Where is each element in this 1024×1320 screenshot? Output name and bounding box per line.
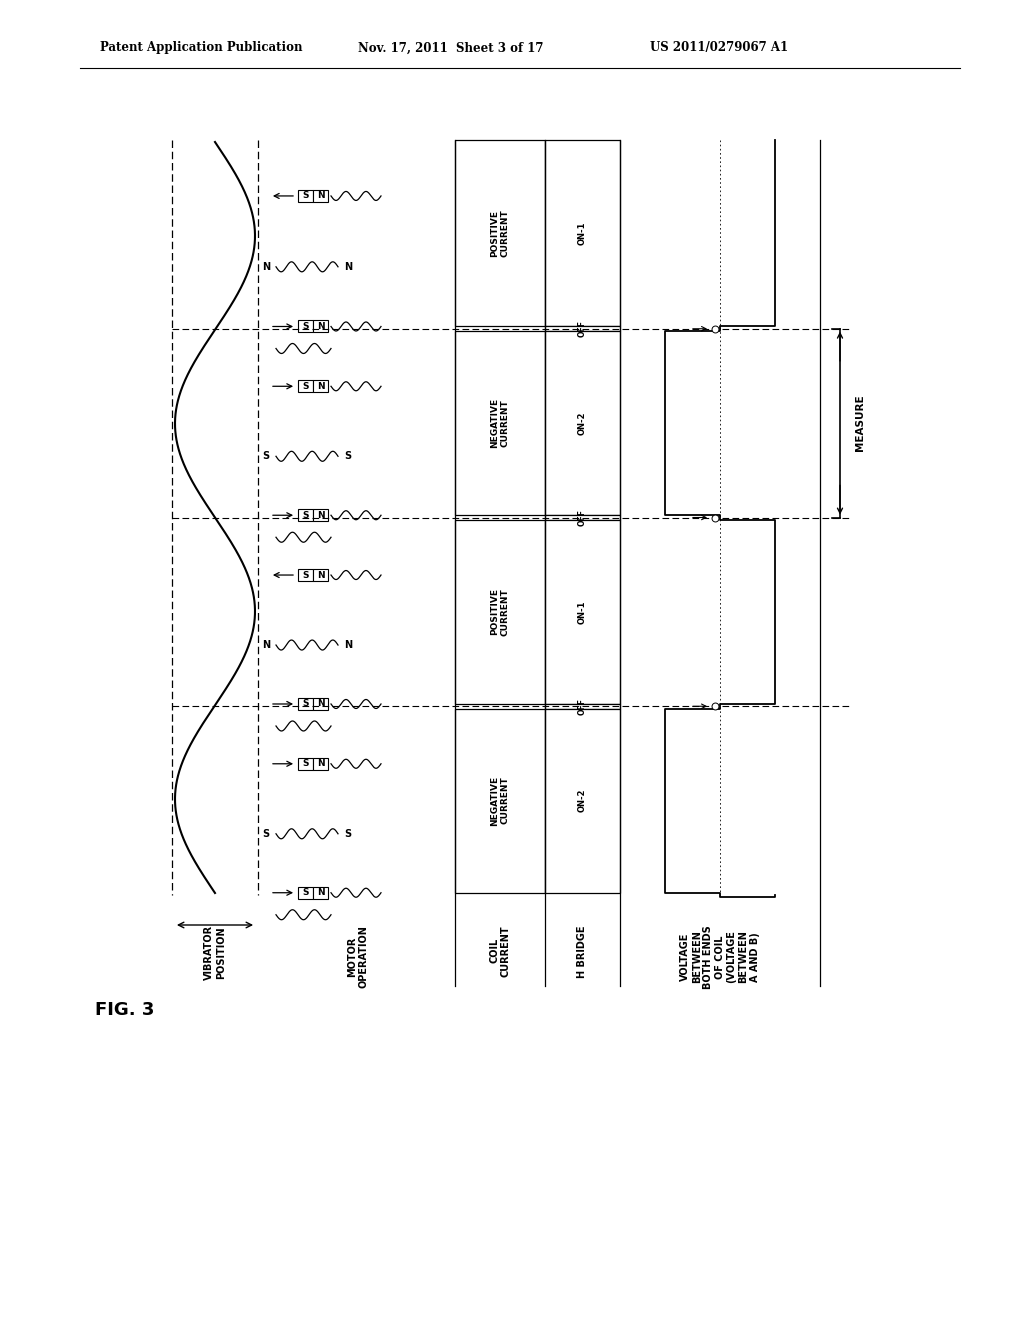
Text: S: S <box>262 829 269 838</box>
Bar <box>313 510 328 521</box>
Text: N: N <box>316 888 325 898</box>
Bar <box>545 331 620 515</box>
Bar <box>313 380 328 392</box>
Text: MEASURE: MEASURE <box>855 395 865 451</box>
Text: H BRIDGE: H BRIDGE <box>577 925 587 978</box>
Bar <box>455 709 545 892</box>
Bar <box>313 569 328 581</box>
Text: S: S <box>302 511 309 520</box>
Text: S: S <box>344 829 351 838</box>
Bar <box>298 887 313 899</box>
Text: N: N <box>316 381 325 391</box>
Text: ON-1: ON-1 <box>578 222 587 246</box>
Bar <box>298 698 313 710</box>
Bar <box>298 510 313 521</box>
Text: Patent Application Publication: Patent Application Publication <box>100 41 302 54</box>
Bar <box>545 520 620 704</box>
Text: S: S <box>302 381 309 391</box>
Text: OFF: OFF <box>578 698 587 714</box>
Bar <box>545 326 620 331</box>
Text: S: S <box>344 451 351 461</box>
Text: N: N <box>316 759 325 768</box>
Text: N: N <box>344 640 352 649</box>
Text: N: N <box>316 191 325 201</box>
Text: N: N <box>316 511 325 520</box>
Text: MOTOR
OPERATION: MOTOR OPERATION <box>347 925 369 987</box>
Bar <box>298 380 313 392</box>
Text: OFF: OFF <box>578 321 587 337</box>
Text: ON-2: ON-2 <box>578 412 587 434</box>
Text: Nov. 17, 2011  Sheet 3 of 17: Nov. 17, 2011 Sheet 3 of 17 <box>358 41 544 54</box>
Text: S: S <box>302 888 309 898</box>
Text: N: N <box>316 570 325 579</box>
Text: FIG. 3: FIG. 3 <box>95 1001 155 1019</box>
Bar <box>545 515 620 520</box>
Text: S: S <box>302 570 309 579</box>
Text: N: N <box>344 261 352 272</box>
Bar <box>298 758 313 770</box>
Bar <box>298 190 313 202</box>
Text: POSITIVE
CURRENT: POSITIVE CURRENT <box>490 210 510 257</box>
Text: N: N <box>316 700 325 709</box>
Bar <box>298 321 313 333</box>
Bar <box>455 140 545 326</box>
Bar <box>313 758 328 770</box>
Text: N: N <box>262 640 270 649</box>
Text: S: S <box>302 322 309 331</box>
Bar <box>313 190 328 202</box>
Text: NEGATIVE
CURRENT: NEGATIVE CURRENT <box>490 776 510 826</box>
Bar <box>545 704 620 709</box>
Bar <box>545 709 620 892</box>
Text: N: N <box>262 261 270 272</box>
Text: POSITIVE
CURRENT: POSITIVE CURRENT <box>490 587 510 636</box>
Text: VOLTAGE
BETWEEN
BOTH ENDS
OF COIL
(VOLTAGE
BETWEEN
A AND B): VOLTAGE BETWEEN BOTH ENDS OF COIL (VOLTA… <box>680 925 760 989</box>
Text: S: S <box>302 759 309 768</box>
Bar <box>313 698 328 710</box>
Text: US 2011/0279067 A1: US 2011/0279067 A1 <box>650 41 788 54</box>
Text: S: S <box>262 451 269 461</box>
Text: ON-2: ON-2 <box>578 789 587 812</box>
Text: NEGATIVE
CURRENT: NEGATIVE CURRENT <box>490 399 510 449</box>
Text: S: S <box>302 700 309 709</box>
Bar <box>313 887 328 899</box>
Text: OFF: OFF <box>578 510 587 525</box>
Bar <box>298 569 313 581</box>
Bar <box>313 321 328 333</box>
Bar <box>455 331 545 515</box>
Text: COIL
CURRENT: COIL CURRENT <box>489 925 511 977</box>
Bar <box>545 140 620 326</box>
Text: N: N <box>316 322 325 331</box>
Text: S: S <box>302 191 309 201</box>
Text: ON-1: ON-1 <box>578 601 587 623</box>
Text: VIBRATOR
POSITION: VIBRATOR POSITION <box>204 925 226 981</box>
Bar <box>455 520 545 704</box>
